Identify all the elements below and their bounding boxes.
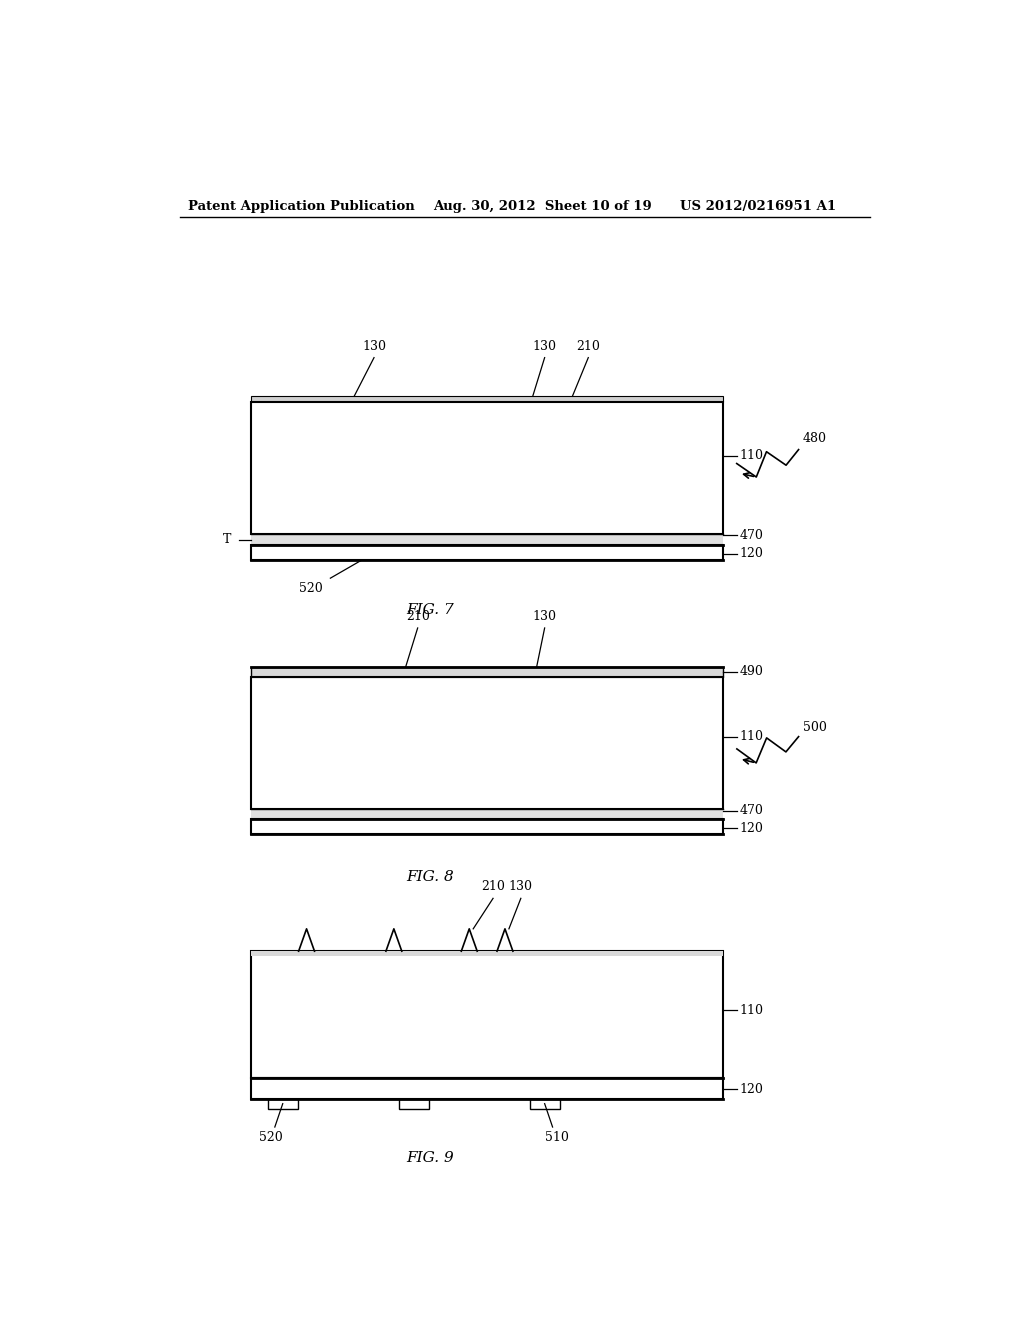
- Text: 130: 130: [509, 880, 532, 894]
- Text: 110: 110: [740, 449, 764, 462]
- Text: T: T: [223, 533, 231, 546]
- Bar: [267, 1098, 298, 1109]
- Text: 470: 470: [740, 804, 764, 817]
- Bar: [251, 535, 723, 545]
- Text: 130: 130: [362, 339, 386, 352]
- Text: 130: 130: [532, 339, 557, 352]
- Bar: [251, 545, 723, 560]
- Bar: [529, 1098, 560, 1109]
- Text: 210: 210: [481, 880, 505, 894]
- Bar: [251, 677, 723, 809]
- Text: 520: 520: [259, 1131, 283, 1144]
- Bar: [251, 952, 723, 1078]
- Text: 500: 500: [803, 721, 826, 734]
- Text: 120: 120: [740, 1082, 764, 1096]
- Text: FIG. 8: FIG. 8: [407, 870, 455, 884]
- Text: US 2012/0216951 A1: US 2012/0216951 A1: [680, 199, 836, 213]
- Text: 110: 110: [740, 730, 764, 743]
- Bar: [251, 818, 723, 834]
- Text: Patent Application Publication: Patent Application Publication: [187, 199, 415, 213]
- Text: 120: 120: [740, 548, 764, 560]
- Text: 120: 120: [740, 822, 764, 834]
- Bar: [251, 809, 723, 818]
- Text: 130: 130: [532, 610, 557, 623]
- Text: FIG. 9: FIG. 9: [407, 1151, 455, 1166]
- Text: 470: 470: [740, 529, 764, 543]
- Text: Aug. 30, 2012  Sheet 10 of 19: Aug. 30, 2012 Sheet 10 of 19: [433, 199, 652, 213]
- Text: 510: 510: [545, 1131, 568, 1144]
- Text: 210: 210: [577, 339, 600, 352]
- Bar: [251, 396, 723, 403]
- Text: 480: 480: [803, 432, 826, 445]
- Text: 110: 110: [740, 1003, 764, 1016]
- Text: 210: 210: [406, 610, 430, 623]
- Bar: [251, 1078, 723, 1098]
- Text: 520: 520: [299, 582, 323, 595]
- Bar: [251, 667, 723, 677]
- Bar: [251, 952, 723, 956]
- Text: 490: 490: [740, 665, 764, 678]
- Bar: [398, 1098, 429, 1109]
- Bar: [251, 403, 723, 535]
- Text: FIG. 7: FIG. 7: [407, 602, 455, 616]
